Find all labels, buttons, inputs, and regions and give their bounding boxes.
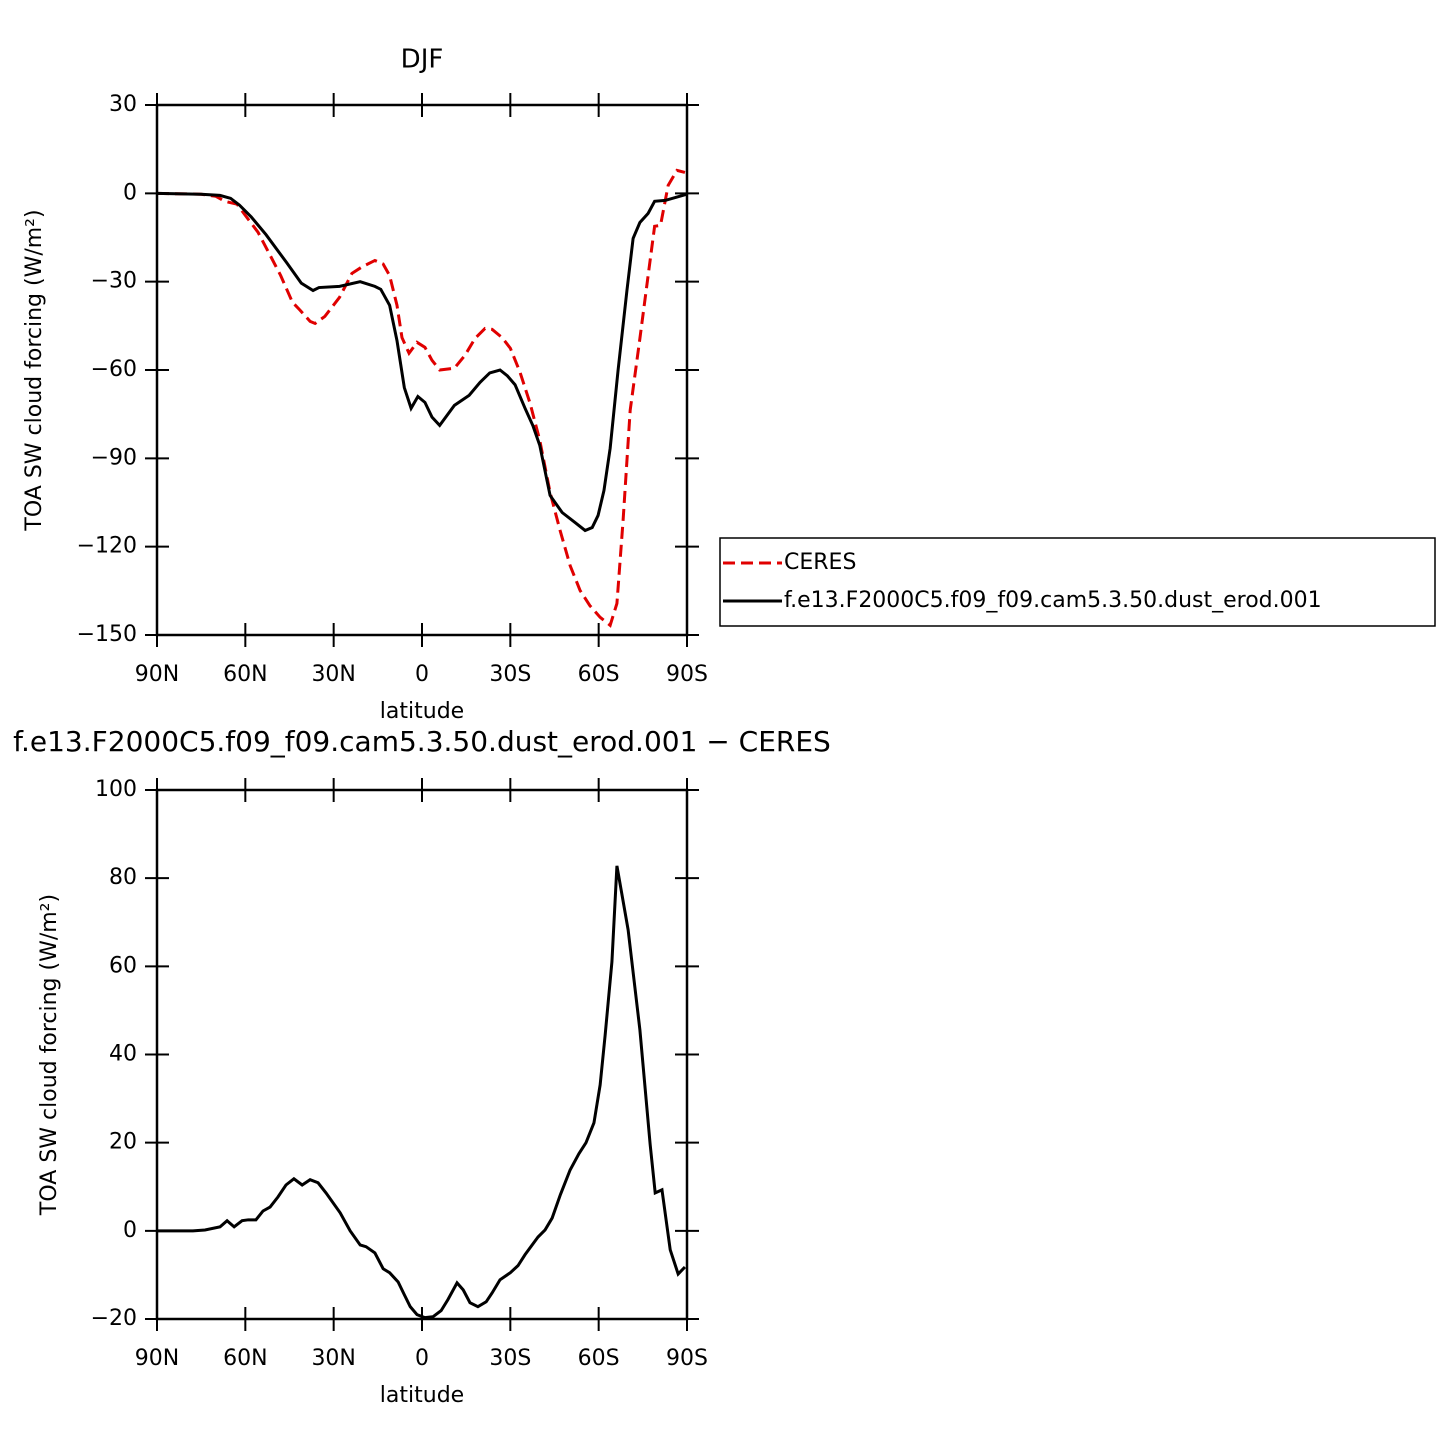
y-tick-label: 40 (109, 1042, 137, 1067)
plot-frame (155, 788, 689, 1321)
legend-label: f.e13.F2000C5.f09_f09.cam5.3.50.dust_ero… (784, 588, 1322, 613)
x-tick-label: 90S (666, 1346, 708, 1371)
y-tick-label: 100 (95, 777, 137, 802)
y-tick-label: 20 (109, 1130, 137, 1155)
x-tick-label: 60N (223, 662, 267, 687)
x-tick-label: 0 (415, 1346, 429, 1371)
chart-title: f.e13.F2000C5.f09_f09.cam5.3.50.dust_ero… (13, 725, 831, 758)
y-tick-label: −120 (77, 534, 137, 559)
data-line (157, 865, 687, 1320)
chart-title: DJF (401, 45, 444, 75)
x-tick-label: 30S (489, 662, 531, 687)
legend-label: CERES (784, 550, 856, 575)
x-tick-label: 0 (415, 662, 429, 687)
x-tick-label: 60S (578, 662, 620, 687)
y-axis-label: TOA SW cloud forcing (W/m²) (37, 894, 62, 1216)
x-tick-label: 90N (135, 662, 179, 687)
data-line (156, 191, 688, 533)
y-tick-label: −60 (91, 357, 137, 382)
x-tick-label: 60S (578, 1346, 620, 1371)
y-tick-label: 0 (123, 1218, 137, 1243)
legend-box (719, 537, 1436, 627)
x-tick-label: 30N (311, 662, 355, 687)
y-tick-label: −20 (91, 1306, 137, 1331)
y-tick-label: 30 (109, 92, 137, 117)
x-tick-label: 90N (135, 1346, 179, 1371)
x-axis-label: latitude (380, 699, 464, 724)
x-tick-label: 60N (223, 1346, 267, 1371)
y-tick-label: −30 (91, 269, 137, 294)
y-tick-label: −150 (77, 622, 137, 647)
y-tick-label: 0 (123, 180, 137, 205)
plot-frame (155, 103, 689, 637)
y-tick-label: 60 (109, 953, 137, 978)
y-axis-label: TOA SW cloud forcing (W/m²) (22, 209, 47, 531)
x-tick-label: 30N (311, 1346, 355, 1371)
x-tick-label: 90S (666, 662, 708, 687)
x-axis-label: latitude (380, 1383, 464, 1408)
y-tick-label: −90 (91, 445, 137, 470)
x-tick-label: 30S (489, 1346, 531, 1371)
data-line (156, 168, 686, 628)
y-tick-label: 80 (109, 865, 137, 890)
